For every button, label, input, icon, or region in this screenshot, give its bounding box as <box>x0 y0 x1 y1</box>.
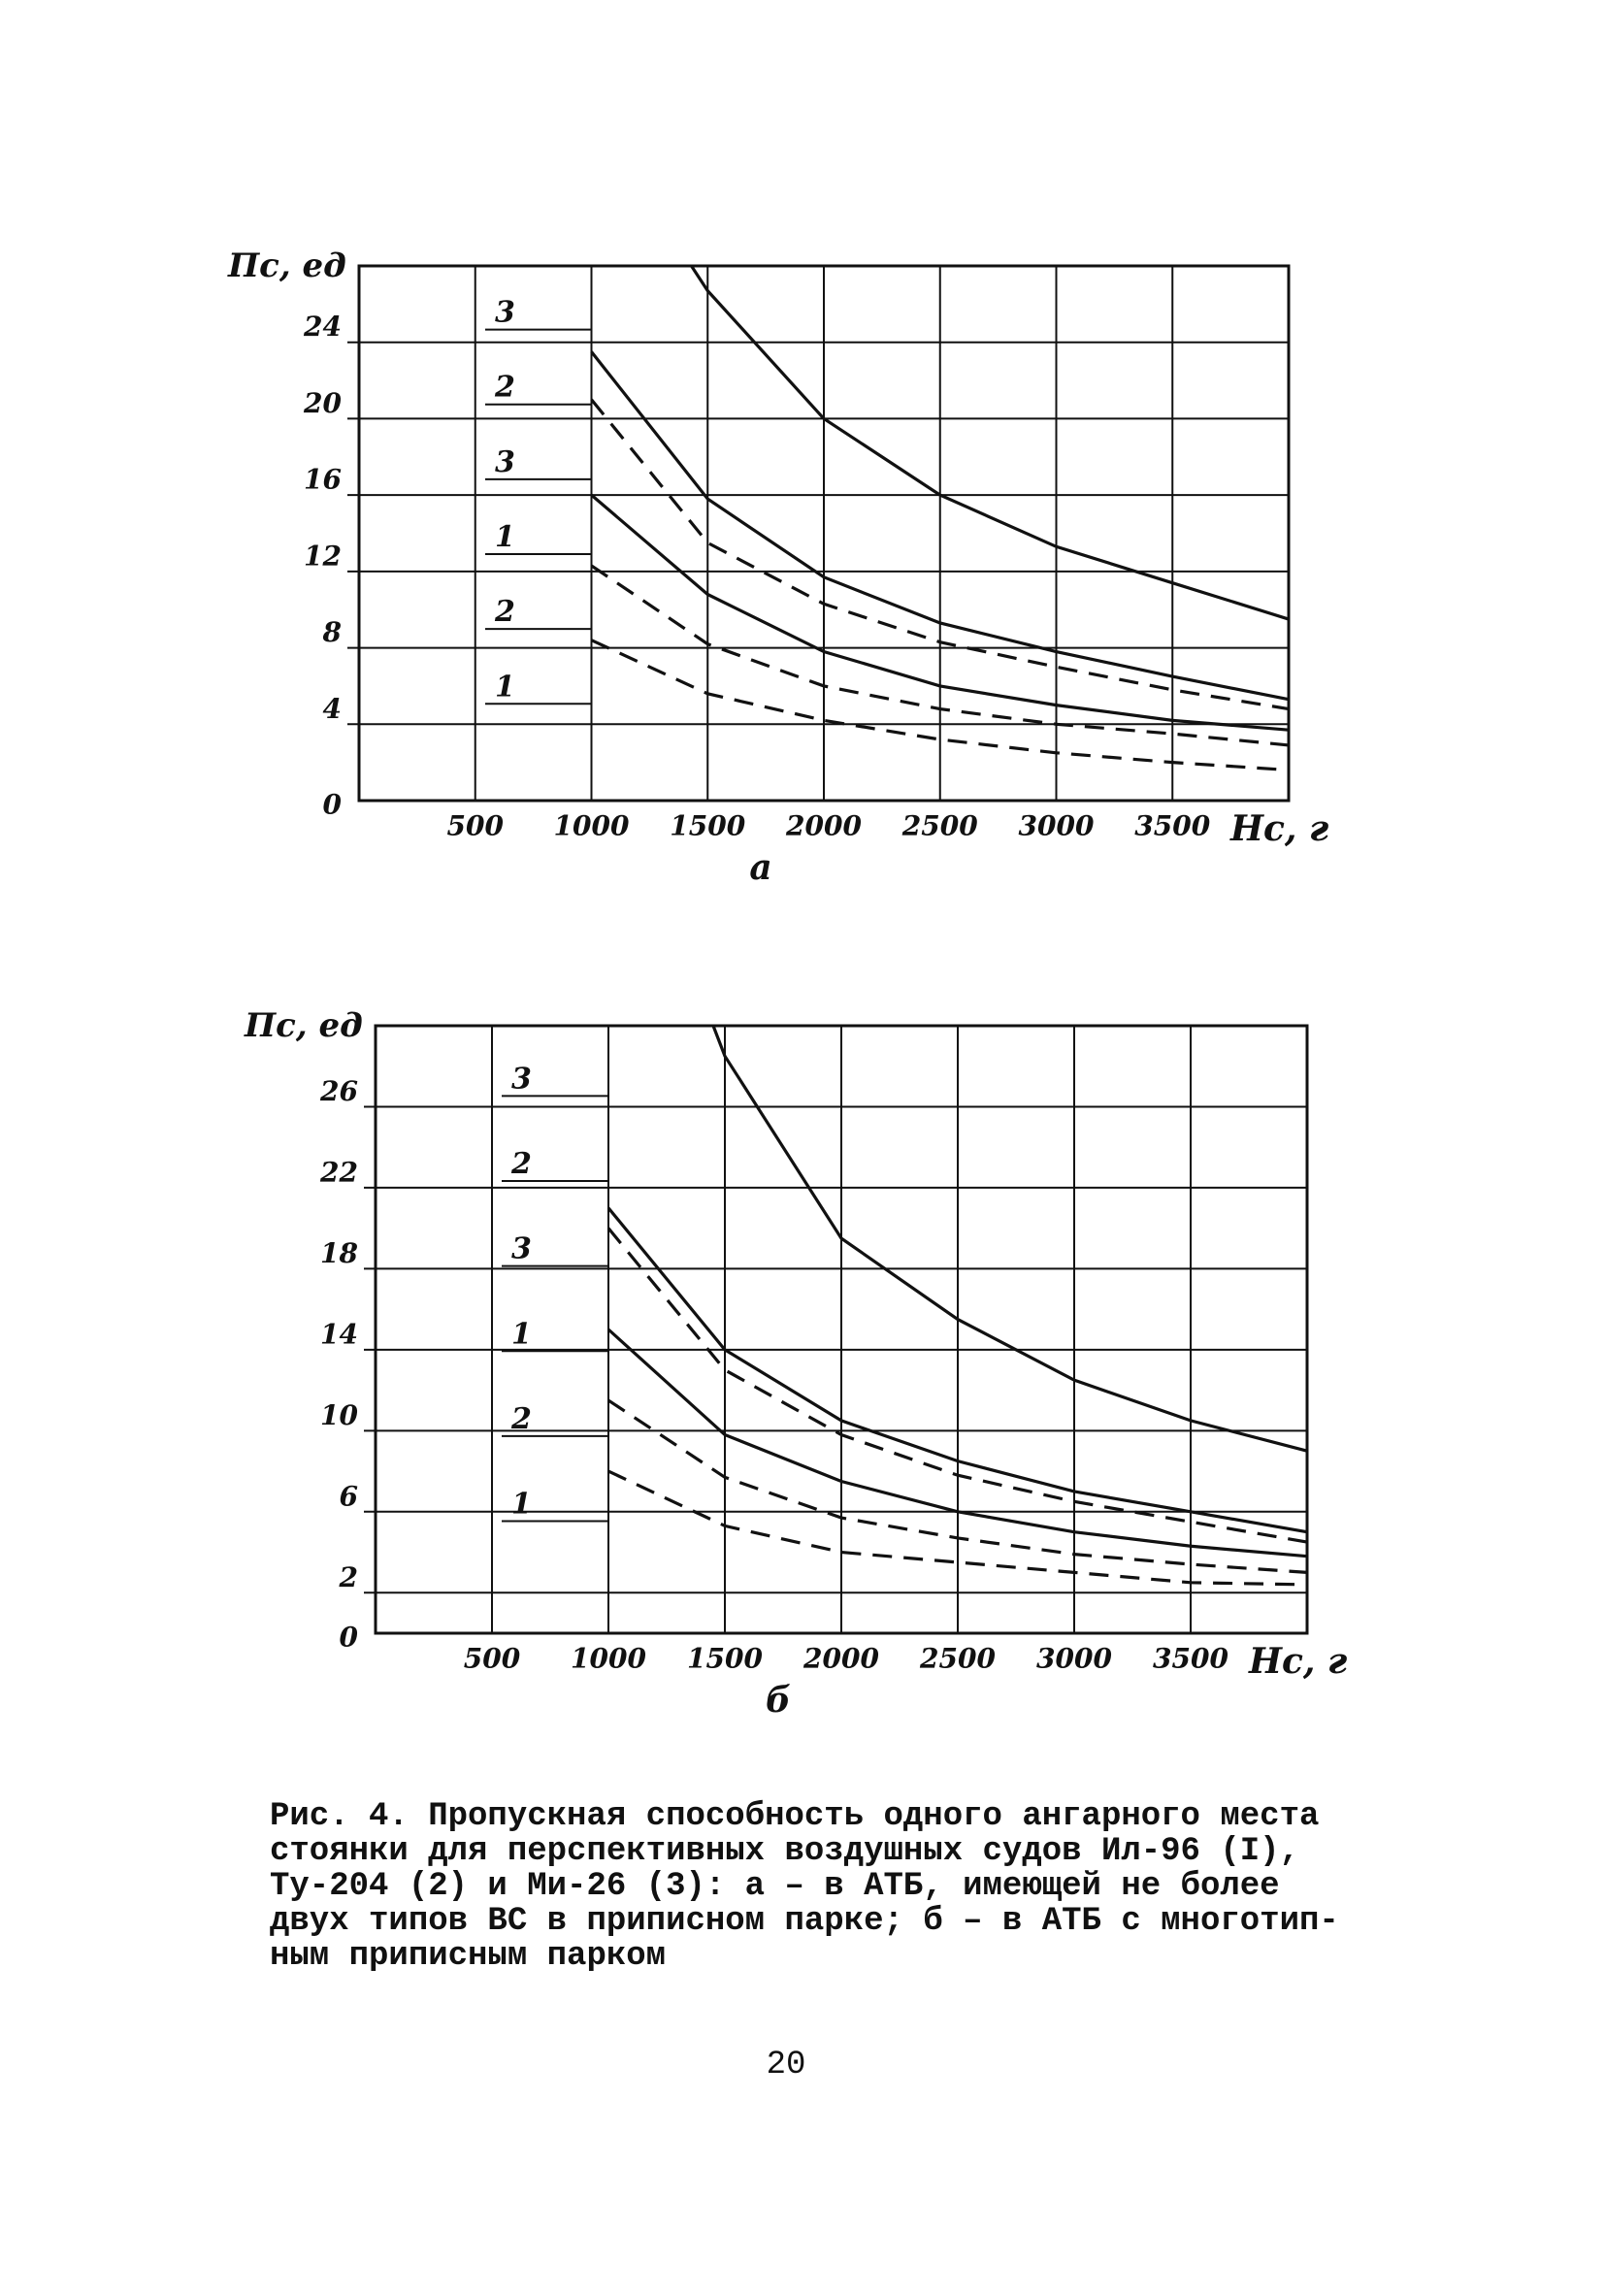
y-axis-label: Пс, ед <box>244 1006 363 1045</box>
y-tick-label: 2 <box>339 1561 358 1593</box>
x-tick-label: 2500 <box>919 1643 996 1675</box>
curve <box>690 265 1290 621</box>
caption-line: Ту-204 (2) и Ми-26 (3): а – в АТБ, имеющ… <box>270 1868 1280 1905</box>
legend-label: 2 <box>494 371 515 405</box>
x-axis-label: Нс, г <box>1229 808 1328 849</box>
legend-label: 3 <box>511 1062 532 1096</box>
x-tick-label: 500 <box>464 1643 521 1675</box>
x-tick-label: 1500 <box>670 810 745 842</box>
y-tick-label: 6 <box>340 1480 358 1512</box>
y-tick-label: 10 <box>320 1399 358 1431</box>
caption-line: двух типов ВС в приписном парке; б – в А… <box>270 1903 1339 1940</box>
legend-label: 3 <box>495 445 515 479</box>
x-tick-label: 500 <box>447 810 505 842</box>
curve <box>590 350 1290 702</box>
x-tick-label: 3500 <box>1134 810 1210 842</box>
x-tick-label: 3000 <box>1036 1643 1112 1675</box>
x-tick-label: 3000 <box>1019 810 1095 842</box>
legend-label: 2 <box>494 595 515 629</box>
legend-label: 2 <box>510 1402 532 1436</box>
x-tick-label: 2000 <box>802 1643 879 1675</box>
y-tick-label: 16 <box>304 464 342 496</box>
curve <box>606 1328 1308 1558</box>
x-tick-label: 2500 <box>901 810 978 842</box>
curve <box>711 1025 1308 1453</box>
curve <box>607 1469 1308 1587</box>
y-tick-label: 12 <box>304 540 342 572</box>
curve <box>590 564 1290 747</box>
legend-label: 1 <box>511 1488 532 1522</box>
curve <box>606 1206 1308 1534</box>
caption-line: Рис. 4. Пропускная способность одного ан… <box>270 1798 1319 1835</box>
y-tick-label: 24 <box>303 311 342 343</box>
curve <box>590 493 1290 732</box>
y-tick-label: 18 <box>320 1237 358 1269</box>
chart-subtitle: а <box>749 847 771 888</box>
chart-subtitle: б <box>766 1680 791 1721</box>
x-tick-label: 1500 <box>687 1643 763 1675</box>
x-axis-label: Нс, г <box>1248 1641 1347 1682</box>
x-tick-label: 1000 <box>571 1643 646 1675</box>
legend-label: 3 <box>511 1232 532 1266</box>
curve <box>590 398 1290 711</box>
curve <box>607 1398 1308 1574</box>
x-tick-label: 3500 <box>1153 1643 1228 1675</box>
legend-label: 1 <box>495 520 515 554</box>
caption-line: ным приписным парком <box>270 1938 666 1975</box>
y-axis-label: Пс, ед <box>227 246 346 285</box>
x-tick-label: 1000 <box>554 810 630 842</box>
x-tick-label: 2000 <box>785 810 862 842</box>
legend-label: 1 <box>495 670 515 704</box>
y-tick-label: 14 <box>320 1318 358 1350</box>
legend-label: 2 <box>510 1147 532 1181</box>
legend-label: 1 <box>511 1317 532 1351</box>
legend-label: 3 <box>495 296 515 330</box>
y-tick-label: 4 <box>323 693 342 725</box>
caption-line: стоянки для перспективных воздушных судо… <box>270 1833 1299 1870</box>
y-tick-label: 26 <box>319 1075 358 1107</box>
curve <box>590 639 1290 772</box>
curve <box>606 1227 1308 1544</box>
page-number: 20 <box>767 2047 806 2083</box>
y-tick-label: 22 <box>319 1156 358 1188</box>
y-tick-label: 0 <box>323 789 343 821</box>
y-tick-label: 20 <box>303 387 342 419</box>
y-tick-label: 8 <box>322 616 342 648</box>
y-tick-label: 0 <box>340 1622 359 1654</box>
